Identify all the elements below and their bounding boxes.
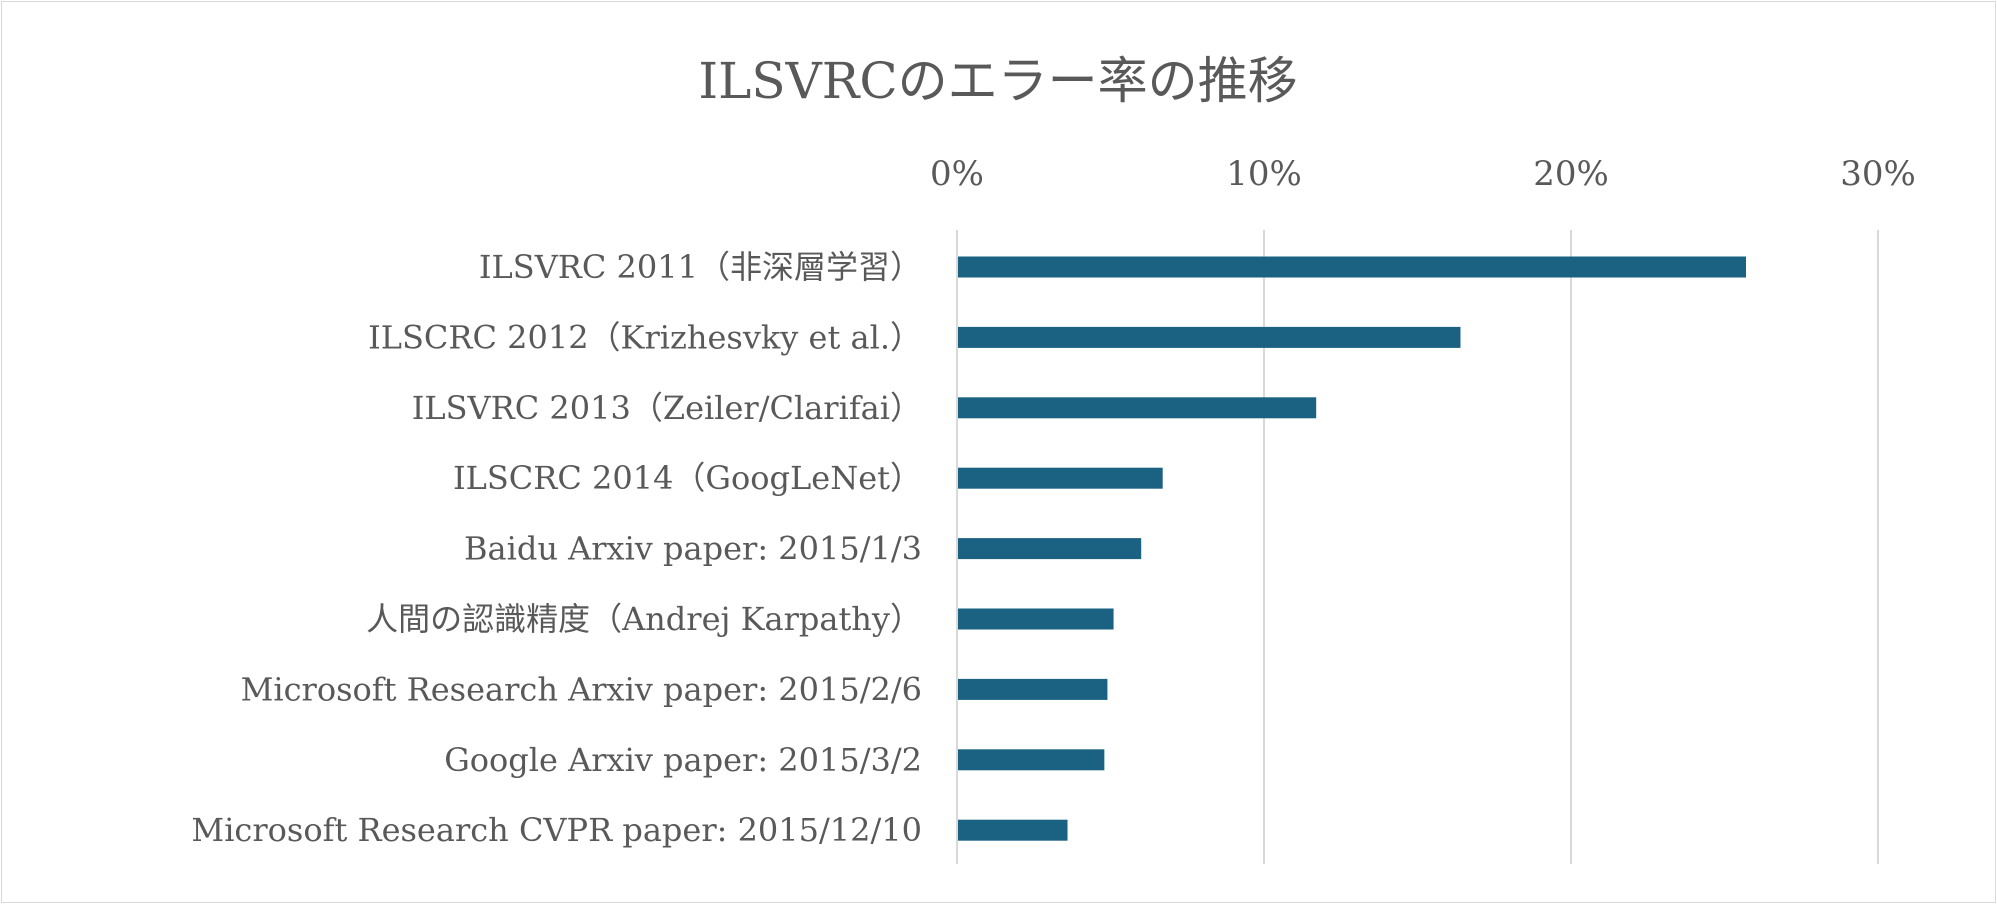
x-tick-label: 30% — [1840, 154, 1916, 194]
bar — [958, 326, 1461, 348]
x-tick-label: 0% — [930, 154, 984, 194]
bars — [958, 256, 1746, 841]
category-label: 人間の認識精度（Andrej Karpathy） — [366, 600, 922, 638]
category-label: Microsoft Research Arxiv paper: 2015/2/6 — [241, 670, 922, 708]
category-label: ILSVRC 2013（Zeiler/Clarifai） — [412, 389, 922, 427]
x-tick-label: 20% — [1533, 154, 1609, 194]
bar — [958, 608, 1114, 630]
x-tick-label: 10% — [1226, 154, 1302, 194]
category-labels: ILSVRC 2011（非深層学習） ILSCRC 2012（Krizhesvky… — [191, 248, 922, 849]
bar — [958, 749, 1105, 771]
bar — [958, 397, 1317, 419]
bar — [958, 678, 1108, 700]
bar — [958, 819, 1068, 841]
category-label: Baidu Arxiv paper: 2015/1/3 — [464, 530, 922, 568]
gridlines — [1263, 230, 1879, 864]
x-axis-tick-labels: 0% 10% 20% 30% — [930, 154, 1916, 194]
bar — [958, 256, 1746, 278]
chart-title: ILSVRCのエラー率の推移 — [698, 52, 1297, 110]
category-label: ILSCRC 2012（Krizhesvky et al.） — [368, 318, 922, 356]
category-label: ILSVRC 2011（非深層学習） — [479, 248, 922, 286]
bar — [958, 538, 1142, 560]
bar — [958, 467, 1163, 489]
category-label: ILSCRC 2014（GoogLeNet） — [453, 459, 922, 497]
category-label: Microsoft Research CVPR paper: 2015/12/1… — [191, 811, 922, 849]
category-label: Google Arxiv paper: 2015/3/2 — [444, 741, 922, 779]
